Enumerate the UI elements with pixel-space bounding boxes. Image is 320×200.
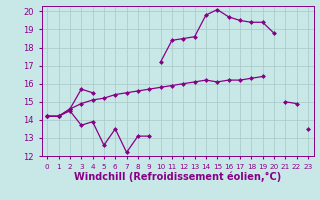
X-axis label: Windchill (Refroidissement éolien,°C): Windchill (Refroidissement éolien,°C) [74,171,281,182]
